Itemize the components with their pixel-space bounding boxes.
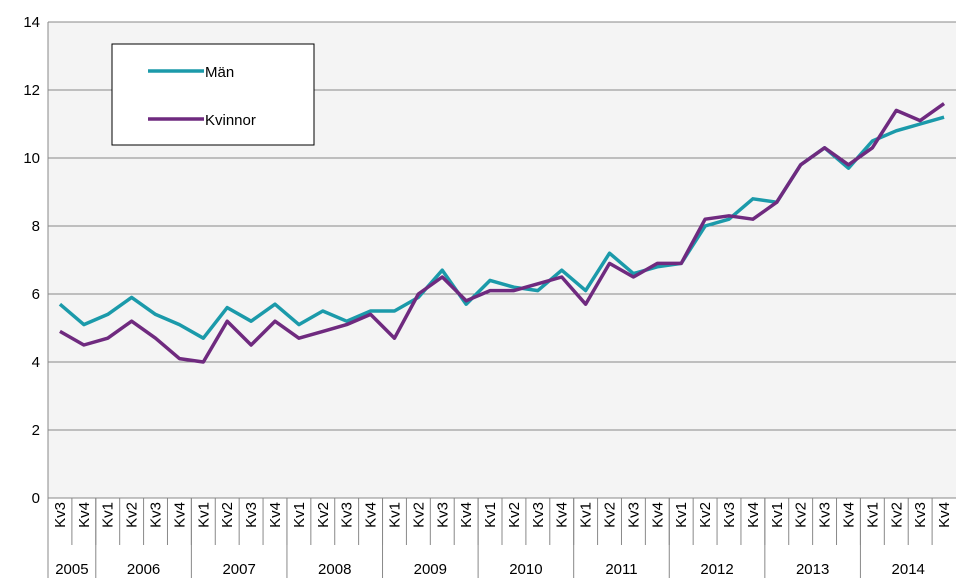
x-tick-label: Kv4 [936,502,953,528]
x-tick-label: Kv2 [219,502,236,528]
x-tick-label: Kv4 [458,502,475,528]
x-tick-label: Kv2 [315,502,332,528]
x-group-label: 2006 [127,561,160,578]
x-tick-label: Kv4 [267,502,284,528]
x-tick-label: Kv2 [888,502,905,528]
x-tick-label: Kv3 [912,502,929,528]
x-group-label: 2012 [700,561,733,578]
legend-box [111,43,315,146]
y-tick-label: 12 [23,82,40,99]
x-tick-label: Kv1 [673,502,690,528]
y-tick-label: 4 [32,354,40,371]
x-tick-label: Kv1 [482,502,499,528]
y-tick-label: 8 [32,218,40,235]
x-group-label: 2008 [318,561,351,578]
x-tick-label: Kv3 [339,502,356,528]
legend: Män Kvinnor [111,43,315,146]
legend-label: Män [205,64,234,81]
x-tick-label: Kv3 [530,502,547,528]
x-tick-label: Kv1 [100,502,117,528]
x-tick-label: Kv3 [434,502,451,528]
x-tick-label: Kv4 [840,502,857,528]
x-tick-label: Kv4 [171,502,188,528]
x-tick-label: Kv3 [243,502,260,528]
x-group-label: 2010 [509,561,542,578]
x-tick-label: Kv3 [817,502,834,528]
x-tick-label: Kv1 [864,502,881,528]
x-group-label: 2005 [55,561,88,578]
x-tick-label: Kv3 [52,502,69,528]
x-group-label: 2013 [796,561,829,578]
x-tick-label: Kv2 [410,502,427,528]
x-tick-label: Kv1 [291,502,308,528]
data-line [59,102,946,364]
x-tick-label: Kv2 [697,502,714,528]
y-tick-label: 10 [23,150,40,167]
y-tick-label: 6 [32,286,40,303]
y-tick-label: 0 [32,490,40,507]
x-group-label: 2007 [222,561,255,578]
y-tick-label: 14 [23,14,40,31]
x-tick-label: Kv1 [386,502,403,528]
x-tick-label: Kv4 [554,502,571,528]
x-tick-label: Kv1 [769,502,786,528]
y-tick-label: 2 [32,422,40,439]
x-tick-label: Kv4 [649,502,666,528]
legend-label: Kvinnor [205,112,256,129]
x-tick-label: Kv4 [76,502,93,528]
x-tick-label: Kv2 [602,502,619,528]
x-tick-label: Kv2 [793,502,810,528]
x-tick-label: Kv2 [124,502,141,528]
x-tick-label: Kv3 [625,502,642,528]
x-tick-label: Kv4 [363,502,380,528]
x-group-label: 2011 [605,561,637,578]
x-tick-label: Kv3 [721,502,738,528]
x-tick-label: Kv1 [195,502,212,528]
x-tick-label: Kv4 [745,502,762,528]
x-group-label: 2014 [892,561,925,578]
x-tick-label: Kv2 [506,502,523,528]
x-tick-label: Kv3 [148,502,165,528]
x-tick-label: Kv1 [578,502,595,528]
x-group-label: 2009 [414,561,447,578]
